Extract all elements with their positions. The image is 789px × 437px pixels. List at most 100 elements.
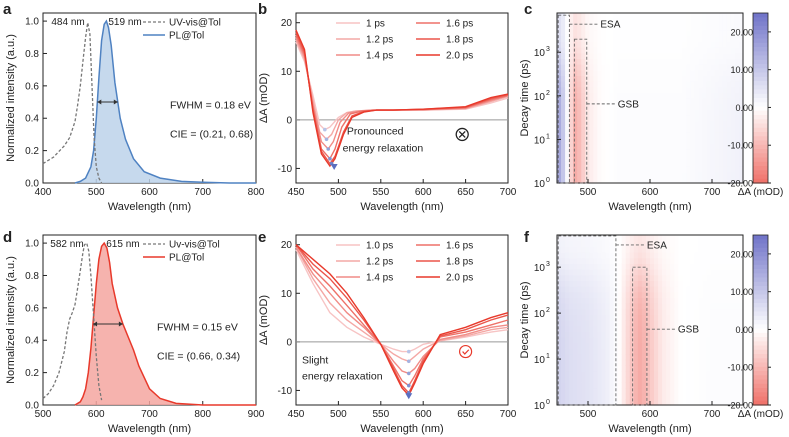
heatmap-cell: [569, 274, 574, 281]
heatmap-cell: [593, 75, 598, 82]
heatmap-cell: [718, 75, 724, 82]
heatmap-cell: [573, 365, 578, 372]
heatmap-cell: [613, 154, 619, 161]
heatmap-cell: [593, 399, 598, 406]
heatmap-cell: [573, 18, 578, 25]
heatmap-cell: [698, 240, 704, 247]
heatmap-cell: [710, 177, 716, 184]
heatmap-cell: [605, 297, 611, 304]
heatmap-cell: [662, 269, 667, 276]
heatmap-cell: [650, 166, 655, 173]
y-tick-label: 0: [286, 337, 292, 348]
heatmap-cell: [662, 92, 667, 99]
heatmap-cell: [714, 388, 720, 395]
heatmap-cell: [694, 297, 700, 304]
heatmap-cell: [710, 132, 716, 139]
heatmap-cell: [613, 160, 619, 167]
heatmap-cell: [739, 18, 744, 25]
heatmap-cell: [678, 337, 683, 344]
heatmap-cell: [678, 246, 683, 253]
heatmap-cell: [561, 47, 566, 54]
heatmap-cell: [670, 13, 675, 20]
heatmap-cell: [674, 274, 679, 281]
heatmap-cell: [682, 297, 687, 304]
heatmap-cell: [710, 263, 716, 270]
heatmap-cell: [734, 263, 740, 270]
heatmap-cell: [573, 137, 578, 144]
heatmap-cell: [722, 137, 728, 144]
heatmap-cell: [605, 177, 611, 184]
heatmap-cell: [637, 86, 643, 93]
heatmap-cell: [694, 308, 700, 315]
heatmap-cell: [565, 337, 570, 344]
heatmap-cell: [625, 120, 631, 127]
heatmap-cell: [585, 115, 590, 122]
heatmap-cell: [577, 280, 582, 287]
heatmap-cell: [658, 280, 663, 287]
heatmap-cell: [702, 75, 708, 82]
heatmap-cell: [670, 64, 675, 71]
heatmap-cell: [597, 58, 602, 65]
colorbar-segment: [753, 324, 768, 330]
heatmap-cell: [589, 30, 594, 37]
region-label: ESA: [647, 240, 667, 251]
heatmap-cell: [621, 126, 627, 133]
heatmap-cell: [617, 24, 623, 31]
heatmap-cell: [565, 376, 570, 383]
heatmap-cell: [670, 286, 675, 293]
heatmap-cell: [739, 92, 744, 99]
heatmap-cell: [734, 297, 740, 304]
heatmap-cell: [605, 246, 611, 253]
heatmap-cell: [577, 81, 582, 88]
heatmap-cell: [734, 393, 740, 400]
heatmap-cell: [658, 58, 663, 65]
pl-series-line: [74, 241, 256, 406]
heatmap-cell: [654, 252, 659, 259]
heatmap-cell: [633, 58, 639, 65]
heatmap-cell: [597, 103, 602, 110]
heatmap-cell: [609, 58, 615, 65]
heatmap-cell: [585, 81, 590, 88]
heatmap-cell: [702, 331, 708, 338]
heatmap-cell: [710, 286, 716, 293]
heatmap-cell: [658, 286, 663, 293]
heatmap-cell: [658, 337, 663, 344]
heatmap-cell: [734, 24, 740, 31]
heatmap-cell: [565, 314, 570, 321]
heatmap-cell: [561, 58, 566, 65]
y-tick-exponent: 0: [546, 177, 550, 184]
heatmap-cell: [690, 331, 695, 338]
y-tick-label: 0.6: [25, 81, 39, 92]
heatmap-cell: [581, 52, 586, 59]
heatmap-cell: [601, 160, 607, 167]
heatmap-cell: [682, 354, 687, 361]
heatmap-cell: [678, 393, 683, 400]
heatmap-cell: [585, 393, 590, 400]
peak-marker-dot: [406, 359, 411, 364]
heatmap-cell: [617, 337, 623, 344]
heatmap-cell: [617, 280, 623, 287]
y-tick-label: 1.0: [25, 17, 39, 28]
heatmap-cell: [601, 75, 607, 82]
heatmap-cell: [690, 314, 695, 321]
heatmap-cell: [730, 58, 736, 65]
heatmap-cell: [734, 171, 740, 178]
heatmap-cell: [674, 280, 679, 287]
colorbar-segment: [753, 294, 768, 300]
colorbar-frame: [752, 12, 769, 184]
heatmap-cell: [641, 47, 647, 54]
heatmap-cell: [702, 109, 708, 116]
heatmap-cell: [690, 320, 695, 327]
heatmap-cell: [565, 24, 570, 31]
heatmap-cell: [694, 291, 700, 298]
heatmap-cell: [686, 115, 691, 122]
heatmap-cell: [714, 109, 720, 116]
heatmap-cell: [722, 86, 728, 93]
heatmap-cell: [633, 376, 639, 383]
heatmap-cell: [678, 291, 683, 298]
heatmap-cell: [650, 69, 655, 76]
heatmap-cell: [557, 365, 562, 372]
y-tick-label: 10: [534, 355, 546, 366]
heatmap-cell: [617, 325, 623, 332]
heatmap-cell: [646, 235, 651, 242]
